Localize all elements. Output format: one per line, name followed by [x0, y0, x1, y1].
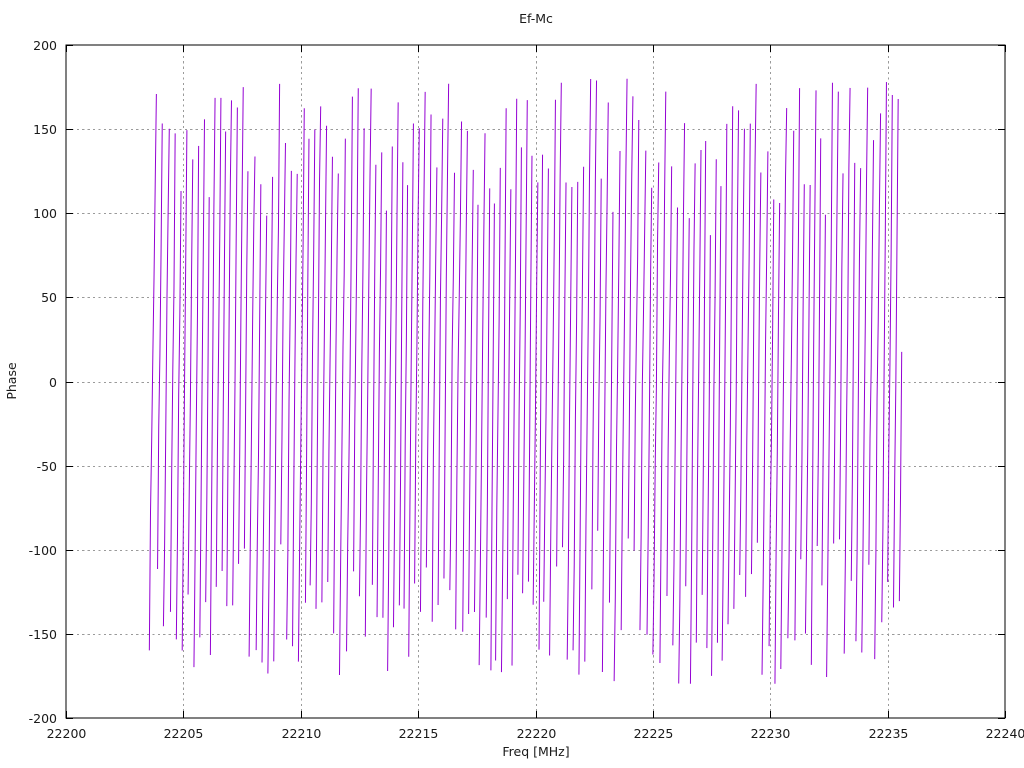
x-tick-label: 22230 — [751, 726, 791, 741]
y-axis-title: Phase — [4, 362, 19, 400]
x-tick-label: 22225 — [634, 726, 674, 741]
x-tick-label: 22215 — [399, 726, 439, 741]
x-tick-label: 22235 — [869, 726, 909, 741]
y-tick-labels: -200 -150 -100 -50 0 50 100 150 200 — [29, 38, 57, 726]
x-tick-label: 22200 — [47, 726, 87, 741]
chart-title: Ef-Mc — [519, 11, 553, 26]
x-tick-label: 22240 — [986, 726, 1024, 741]
y-tick-label: 100 — [33, 206, 57, 221]
y-tick-label: -200 — [29, 711, 57, 726]
y-tick-label: 0 — [49, 375, 57, 390]
x-tick-label: 22210 — [282, 726, 322, 741]
data-series-line — [148, 78, 903, 684]
y-tick-label: 50 — [41, 290, 57, 305]
y-tick-label: -150 — [29, 627, 57, 642]
x-axis-title: Freq [MHz] — [502, 744, 569, 759]
y-tick-label: 150 — [33, 122, 57, 137]
x-tick-label: 22220 — [517, 726, 557, 741]
x-tick-labels: 22200 22205 22210 22215 22220 22225 22230 22235… — [47, 726, 1024, 741]
data-series-layer — [148, 78, 903, 684]
x-tick-label: 22205 — [164, 726, 204, 741]
y-tick-label: -50 — [37, 459, 57, 474]
plot-border — [65, 44, 1006, 719]
y-tick-label: 200 — [33, 38, 57, 53]
y-tick-label: -100 — [29, 543, 57, 558]
